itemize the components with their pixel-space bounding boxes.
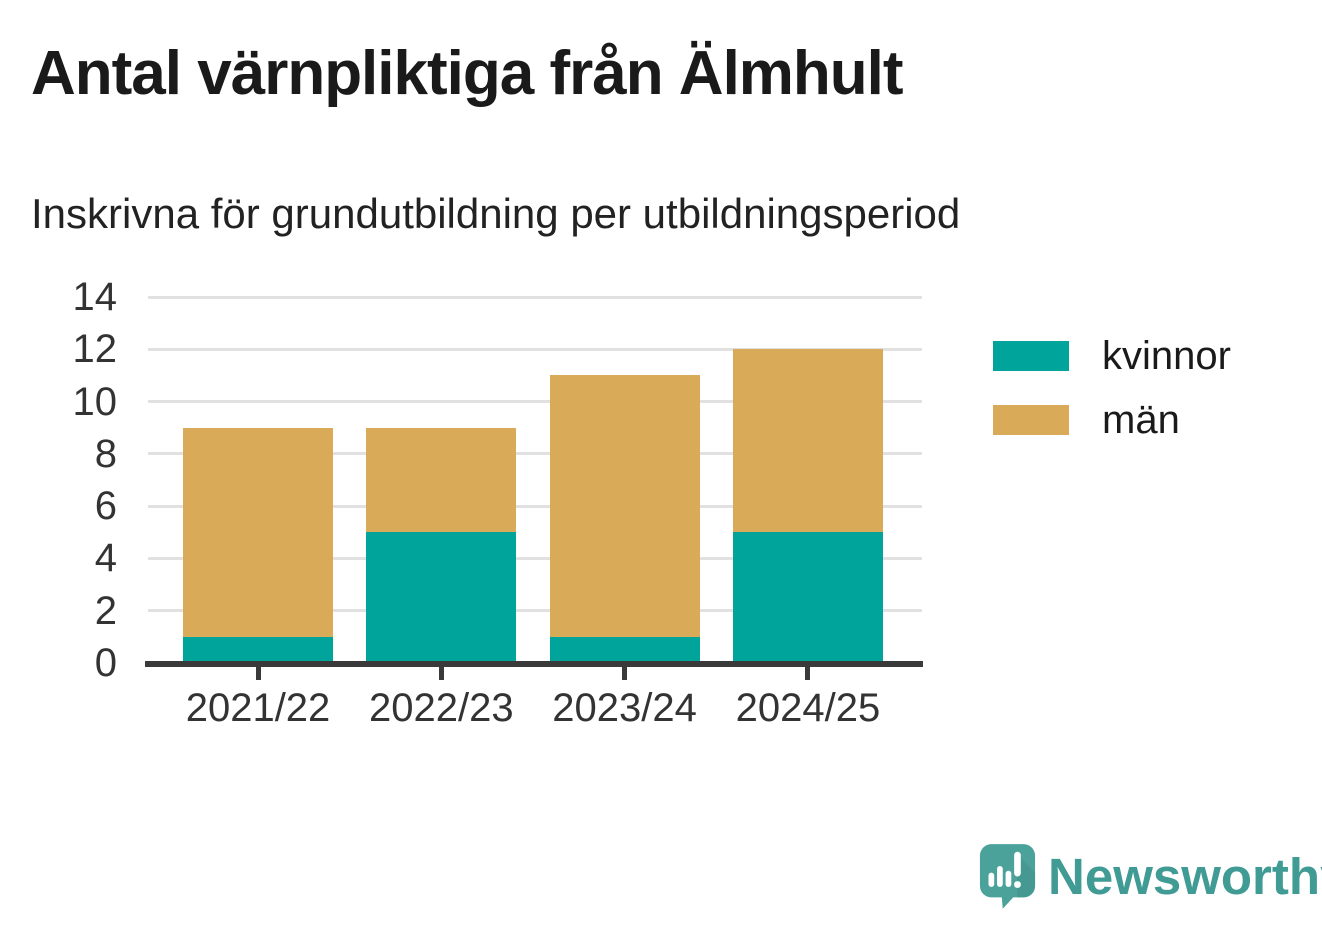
bar-2021-22-kvinnor — [183, 636, 333, 663]
x-axis-label-2022-23: 2022/23 — [369, 686, 514, 730]
y-axis-label-10: 10 — [72, 379, 118, 424]
y-axis-label-2: 2 — [94, 588, 117, 633]
legend-swatch-m-n — [993, 405, 1069, 435]
x-axis-label-2023-24: 2023/24 — [552, 686, 697, 730]
y-axis-label-14: 14 — [72, 275, 118, 319]
legend-swatch-kvinnor — [993, 341, 1069, 371]
bar-2024-25-m-n — [732, 349, 883, 533]
y-axis-label-6: 6 — [94, 484, 117, 529]
plot-area — [148, 295, 922, 663]
x-axis-line — [145, 661, 923, 667]
gridline-y12 — [148, 347, 922, 351]
chart-subtitle: Inskrivna för grundutbildning per utbild… — [31, 190, 961, 237]
y-axis-label-8: 8 — [94, 431, 117, 476]
legend-item-kvinnor: kvinnor — [993, 336, 1231, 376]
y-axis-label-0: 0 — [94, 641, 117, 685]
legend-label-m-n: män — [1102, 398, 1180, 442]
x-tick-2022-23 — [438, 667, 444, 680]
legend: kvinnor män — [993, 336, 1231, 440]
bar-2024-25-kvinnor — [732, 532, 883, 663]
gridline-y10 — [148, 400, 922, 404]
gridline-y8 — [148, 452, 922, 456]
bar-2023-24-m-n — [549, 375, 700, 637]
chart-title: Antal värnpliktiga från Älmhult — [31, 39, 904, 108]
legend-item-m-n: män — [993, 400, 1231, 440]
x-tick-2021-22 — [255, 667, 261, 680]
x-axis-label-2021-22: 2021/22 — [185, 686, 331, 730]
newsworthy-speech-bubble-chart-icon — [979, 843, 1036, 909]
bar-2023-24-kvinnor — [549, 636, 700, 663]
branding-logo-text: Newsworthy — [1048, 847, 1322, 905]
x-axis-label-2024-25: 2024/25 — [735, 686, 881, 730]
branding: Newsworthy — [979, 843, 1322, 909]
gridline-y6 — [148, 504, 922, 508]
gridline-y4 — [148, 556, 922, 560]
legend-label-kvinnor: kvinnor — [1102, 334, 1231, 378]
x-tick-2023-24 — [622, 667, 628, 680]
bar-2021-22-m-n — [183, 427, 333, 637]
bar-2022-23-m-n — [366, 427, 517, 533]
gridline-y14 — [148, 295, 922, 299]
x-tick-2024-25 — [805, 667, 811, 680]
y-axis-label-12: 12 — [72, 327, 118, 372]
y-axis-label-4: 4 — [94, 536, 117, 581]
gridline-y2 — [148, 609, 922, 613]
bar-2022-23-kvinnor — [366, 532, 517, 663]
